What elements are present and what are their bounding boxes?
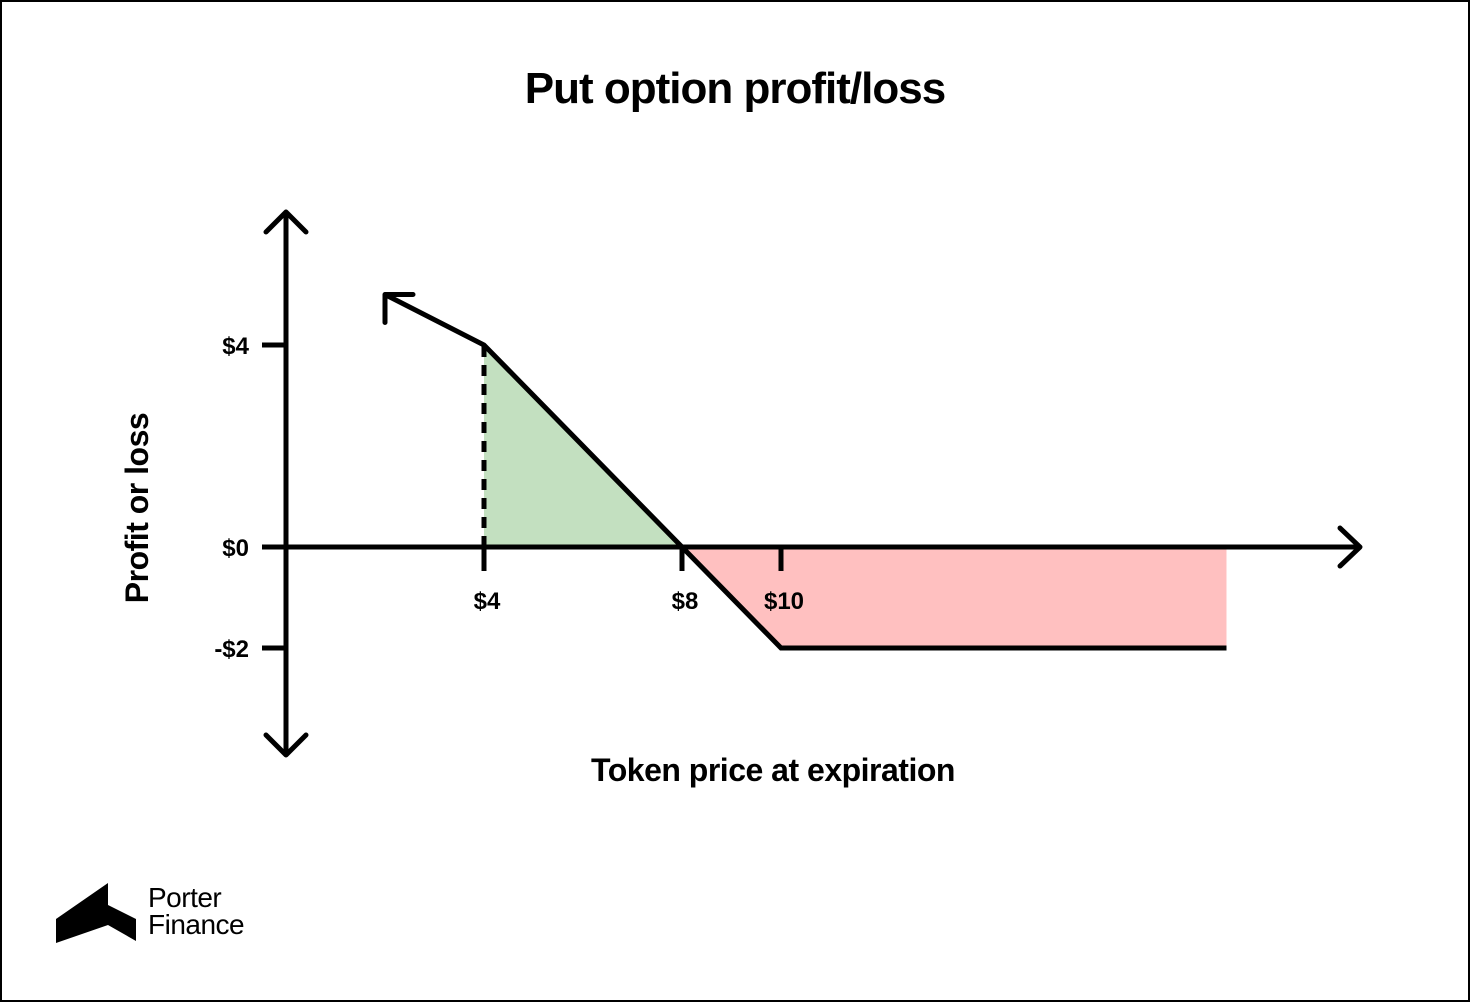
y-axis-bottom-arrow bbox=[263, 732, 309, 758]
y-tick-label: $0 bbox=[222, 535, 249, 562]
y-ticks: $4 $0 -$2 bbox=[214, 333, 286, 663]
porter-finance-mark-icon bbox=[56, 883, 136, 943]
porter-finance-logo: Porter Finance bbox=[56, 879, 245, 943]
logo-line-1: Porter bbox=[148, 882, 222, 913]
x-axis-arrow bbox=[1337, 525, 1363, 569]
x-axis-title: Token price at expiration bbox=[591, 752, 955, 788]
x-tick-label: $10 bbox=[764, 588, 804, 615]
y-tick-label: $4 bbox=[222, 333, 249, 360]
y-axis-top-arrow bbox=[263, 209, 309, 235]
logo-wordmark: Porter Finance bbox=[148, 882, 245, 940]
logo-line-2: Finance bbox=[148, 909, 245, 940]
chart-title: Put option profit/loss bbox=[524, 64, 946, 113]
x-ticks: $4 $8 $10 bbox=[474, 547, 804, 615]
y-tick-label: -$2 bbox=[214, 636, 249, 663]
y-axis-title: Profit or loss bbox=[119, 413, 155, 603]
loss-region bbox=[682, 547, 1227, 648]
x-tick-label: $8 bbox=[672, 588, 699, 615]
series-line-arrow bbox=[382, 292, 416, 325]
x-tick-label: $4 bbox=[474, 588, 501, 615]
